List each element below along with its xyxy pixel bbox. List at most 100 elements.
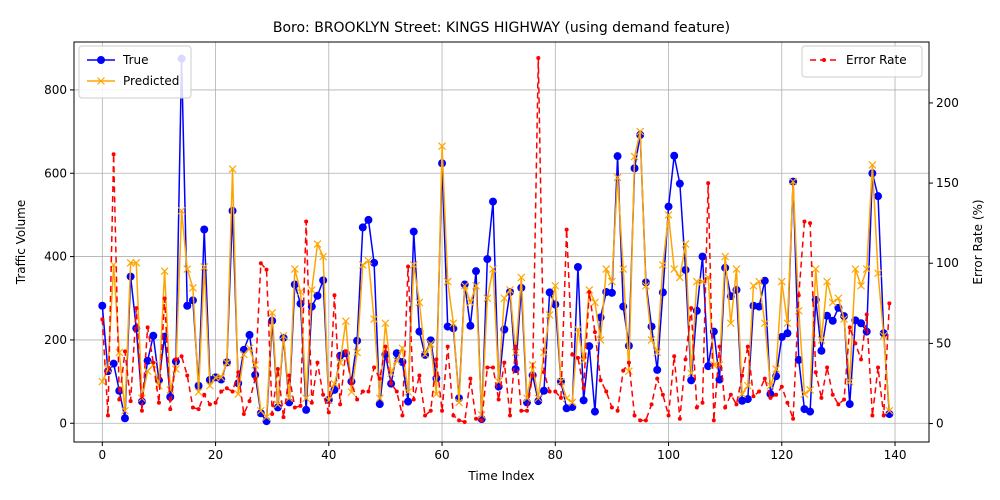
point-0-66: [472, 267, 481, 276]
point-2-86: [587, 290, 592, 295]
point-0-54: [404, 397, 413, 406]
point-1-14: [177, 206, 186, 215]
x-tick-label-4: 80: [548, 448, 563, 462]
point-1-16: [188, 283, 197, 292]
point-1-118: [766, 381, 775, 390]
point-1-62: [449, 319, 458, 328]
point-1-101: [670, 265, 679, 274]
point-2-34: [292, 405, 297, 410]
point-1-117: [760, 319, 769, 328]
point-0-45: [353, 336, 362, 345]
point-1-47: [364, 256, 373, 265]
point-1-123: [794, 306, 803, 315]
point-1-64: [460, 281, 469, 290]
point-0-116: [755, 302, 764, 311]
point-2-3: [117, 397, 122, 402]
point-2-8: [145, 325, 150, 330]
point-2-126: [813, 370, 818, 375]
point-2-101: [672, 354, 677, 359]
point-2-92: [621, 368, 626, 373]
point-2-84: [575, 355, 580, 360]
point-2-38: [315, 360, 320, 365]
series-error-rate: [100, 56, 892, 424]
point-0-91: [613, 152, 622, 161]
series-layer: [98, 54, 894, 426]
point-2-32: [281, 415, 286, 420]
point-1-138: [879, 331, 888, 340]
point-2-10: [156, 400, 161, 405]
point-2-99: [660, 392, 665, 397]
point-2-111: [728, 392, 733, 397]
point-2-48: [372, 365, 377, 370]
point-2-98: [655, 376, 660, 381]
point-2-135: [864, 312, 869, 317]
point-1-135: [862, 265, 871, 274]
point-2-89: [604, 389, 609, 394]
point-0-120: [777, 333, 786, 341]
point-2-44: [349, 381, 354, 386]
point-2-80: [553, 389, 558, 394]
point-2-139: [887, 301, 892, 306]
point-0-97: [647, 322, 656, 331]
point-1-74: [517, 273, 526, 282]
point-2-117: [762, 376, 767, 381]
point-1-5: [126, 258, 135, 267]
point-2-57: [423, 413, 428, 418]
point-2-94: [632, 413, 637, 418]
point-0-87: [590, 407, 599, 416]
point-1-63: [455, 398, 463, 407]
point-2-75: [524, 408, 529, 413]
point-0-56: [415, 327, 424, 336]
point-2-72: [507, 413, 512, 418]
y2-axis-title: Error Rate (%): [971, 199, 985, 284]
point-2-69: [491, 365, 496, 370]
point-2-18: [202, 392, 207, 397]
point-0-137: [874, 192, 883, 201]
point-0-46: [358, 223, 367, 232]
point-2-15: [185, 373, 190, 378]
point-1-71: [500, 294, 509, 303]
point-1-114: [743, 381, 752, 390]
point-0-132: [845, 400, 854, 409]
point-2-107: [706, 181, 711, 186]
point-0-39: [319, 276, 328, 285]
point-2-12: [168, 407, 173, 412]
point-2-62: [451, 413, 456, 418]
point-2-116: [757, 389, 762, 394]
point-2-20: [213, 400, 218, 405]
point-1-8: [143, 367, 152, 376]
point-2-83: [570, 352, 575, 357]
x-axis-title: Time Index: [467, 469, 534, 483]
x-tick-label-2: 40: [321, 448, 336, 462]
point-2-138: [881, 413, 886, 418]
point-2-65: [468, 376, 473, 381]
point-0-18: [200, 225, 209, 234]
point-1-39: [319, 252, 328, 261]
point-0-121: [783, 329, 792, 338]
point-2-78: [541, 370, 546, 375]
point-2-51: [389, 381, 394, 386]
point-0-37: [307, 302, 316, 311]
point-0-48: [370, 258, 379, 267]
point-2-45: [355, 397, 360, 402]
point-1-59: [432, 390, 441, 399]
point-1-48: [370, 315, 379, 324]
y-axis-left: 0 200 400 600 800: [44, 83, 74, 430]
point-1-22: [222, 358, 231, 367]
point-2-106: [700, 400, 705, 405]
point-2-53: [400, 413, 405, 418]
point-2-39: [321, 392, 326, 397]
point-1-19: [205, 381, 214, 390]
point-1-134: [857, 281, 865, 290]
legend-right-label-0: Error Rate: [846, 53, 907, 67]
point-0-86: [585, 342, 594, 351]
point-0-69: [489, 197, 498, 206]
point-2-28: [258, 261, 263, 266]
point-0-2: [109, 359, 118, 368]
point-1-130: [834, 294, 843, 303]
point-2-49: [377, 376, 382, 381]
point-0-127: [817, 346, 826, 355]
point-2-40: [326, 410, 331, 415]
point-2-136: [870, 413, 875, 418]
point-0-78: [539, 386, 548, 395]
